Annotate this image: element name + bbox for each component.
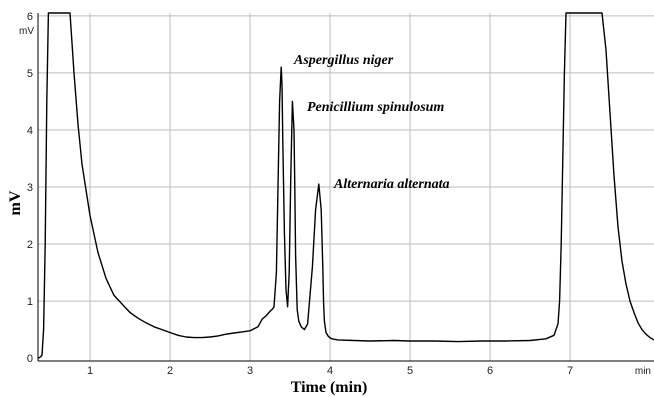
peak-label-alternaria-alternata: Alternaria alternata — [333, 177, 450, 192]
y-tick-label: 5 — [27, 68, 33, 80]
x-tick-label: 7 — [567, 365, 573, 377]
grid-lines — [38, 13, 654, 361]
x-tick-label: 3 — [247, 365, 253, 377]
x-unit-label: min — [635, 366, 651, 377]
x-tick-label: 2 — [167, 365, 173, 377]
chromatogram-trace — [37, 12, 654, 359]
peak-label-penicillium-spinulosum: Penicillium spinulosum — [307, 100, 444, 115]
x-tick-label: 1 — [87, 365, 93, 377]
x-tick-label: 4 — [327, 365, 333, 377]
y-tick-labels: 0 1 2 3 4 5 6 — [27, 11, 33, 365]
y-tick-label: 6 — [27, 11, 33, 23]
x-axis-title: Time (min) — [291, 379, 368, 396]
x-tick-labels: 1 2 3 4 5 6 7 — [87, 365, 573, 377]
peak-label-aspergillus-niger: Aspergillus niger — [293, 53, 394, 68]
y-tick-label: 1 — [27, 296, 33, 308]
x-tick-label: 5 — [407, 365, 413, 377]
y-tick-label: 0 — [27, 353, 33, 365]
x-tick-label: 6 — [487, 365, 493, 377]
y-unit-label: mV — [19, 26, 34, 37]
y-tick-label: 2 — [27, 239, 33, 251]
y-tick-label: 3 — [27, 182, 33, 194]
y-tick-label: 4 — [27, 125, 33, 137]
y-axis-title: mV — [7, 190, 24, 215]
